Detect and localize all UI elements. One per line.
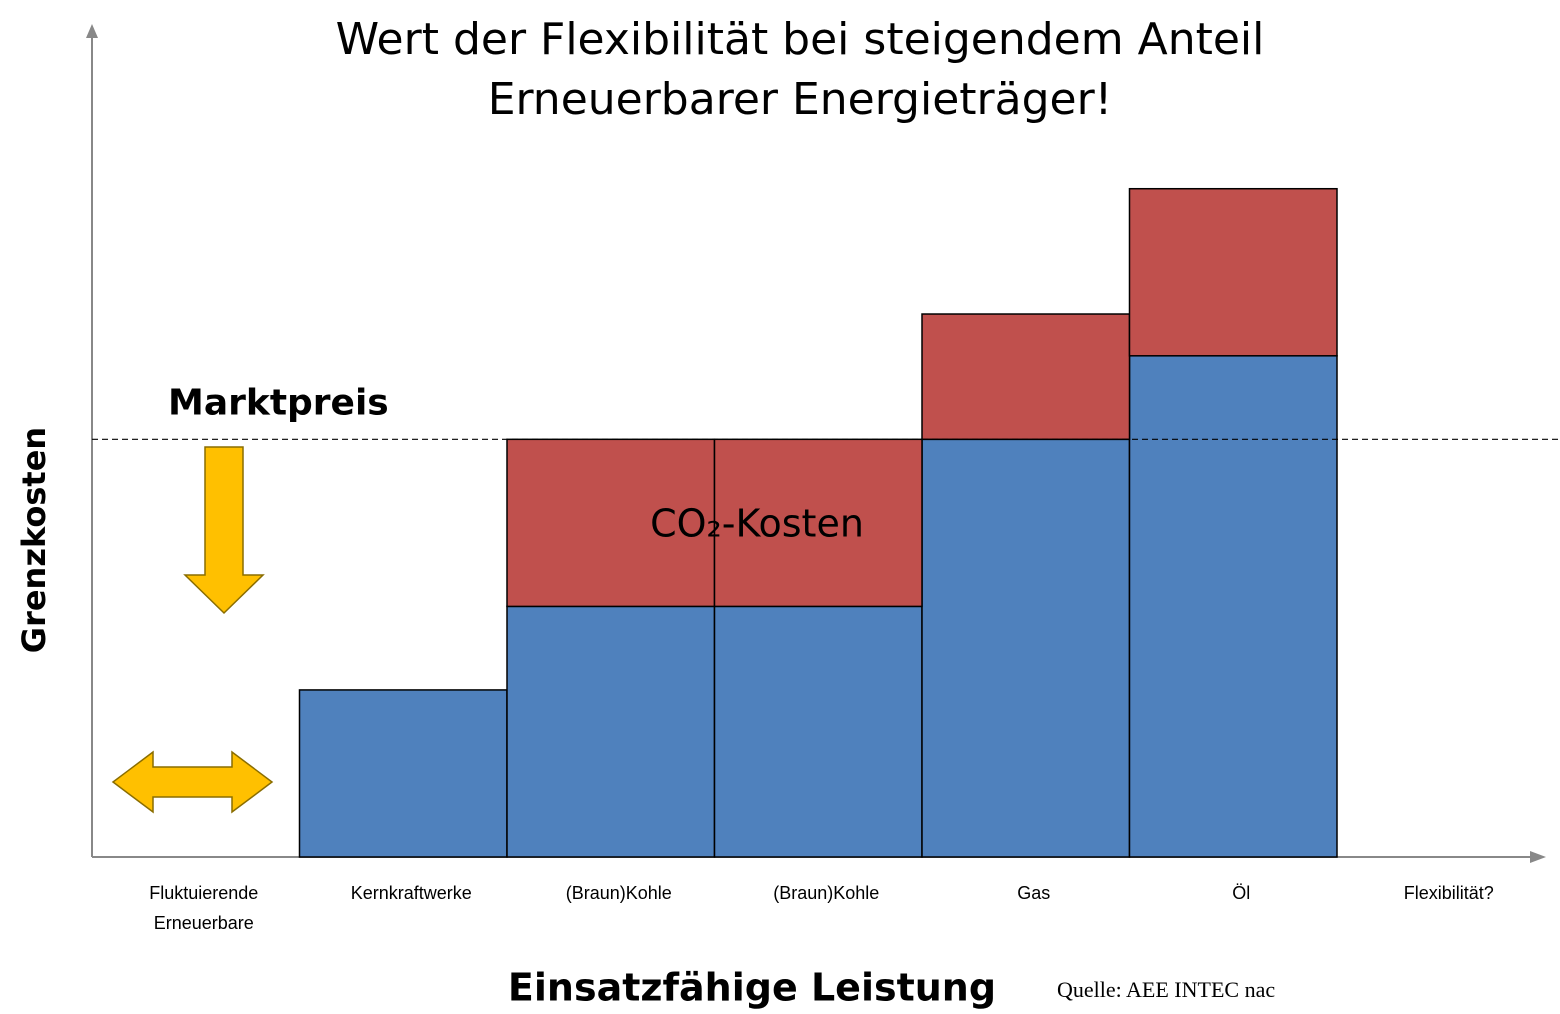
- x-tick-label: (Braun)Kohle: [565, 883, 672, 903]
- bar-segment: [1128, 187, 1338, 357]
- x-tick-label: (Braun)Kohle: [773, 883, 880, 903]
- bar-segment: [713, 438, 923, 608]
- x-tick-label: Öl: [1232, 883, 1251, 903]
- y-axis-label: Grenzkosten: [15, 427, 53, 653]
- x-tick-label: Fluktuierende Erneuerbare: [149, 883, 259, 933]
- bar-segment: [298, 689, 508, 858]
- x-tick-label: Gas: [1017, 883, 1051, 903]
- double-arrow: [111, 750, 274, 814]
- chart-title: Wert der Flexibilität bei steigendem Ant…: [336, 14, 1265, 65]
- x-tick-label: Kernkraftwerke: [350, 883, 472, 903]
- bar-segment: [921, 438, 1131, 858]
- bar-segment: [713, 605, 923, 858]
- x-axis-label: Einsatzfähige Leistung: [508, 966, 996, 1010]
- bar-segment: [1128, 355, 1338, 858]
- bar-segment: [506, 605, 716, 858]
- bar-segment: [506, 438, 716, 608]
- annotation: CO₂-Kosten: [650, 502, 864, 546]
- chart-title: Erneuerbarer Energieträger!: [488, 74, 1113, 125]
- source: Quelle: AEE INTEC nac: [1057, 977, 1275, 1002]
- x-axis-arrow: [1530, 851, 1546, 863]
- bar-segment: [921, 313, 1131, 441]
- x-tick-label: Flexibilität?: [1403, 883, 1494, 903]
- y-axis-arrow: [86, 24, 98, 38]
- reference-label: Marktpreis: [168, 382, 389, 423]
- down-arrow: [183, 446, 265, 615]
